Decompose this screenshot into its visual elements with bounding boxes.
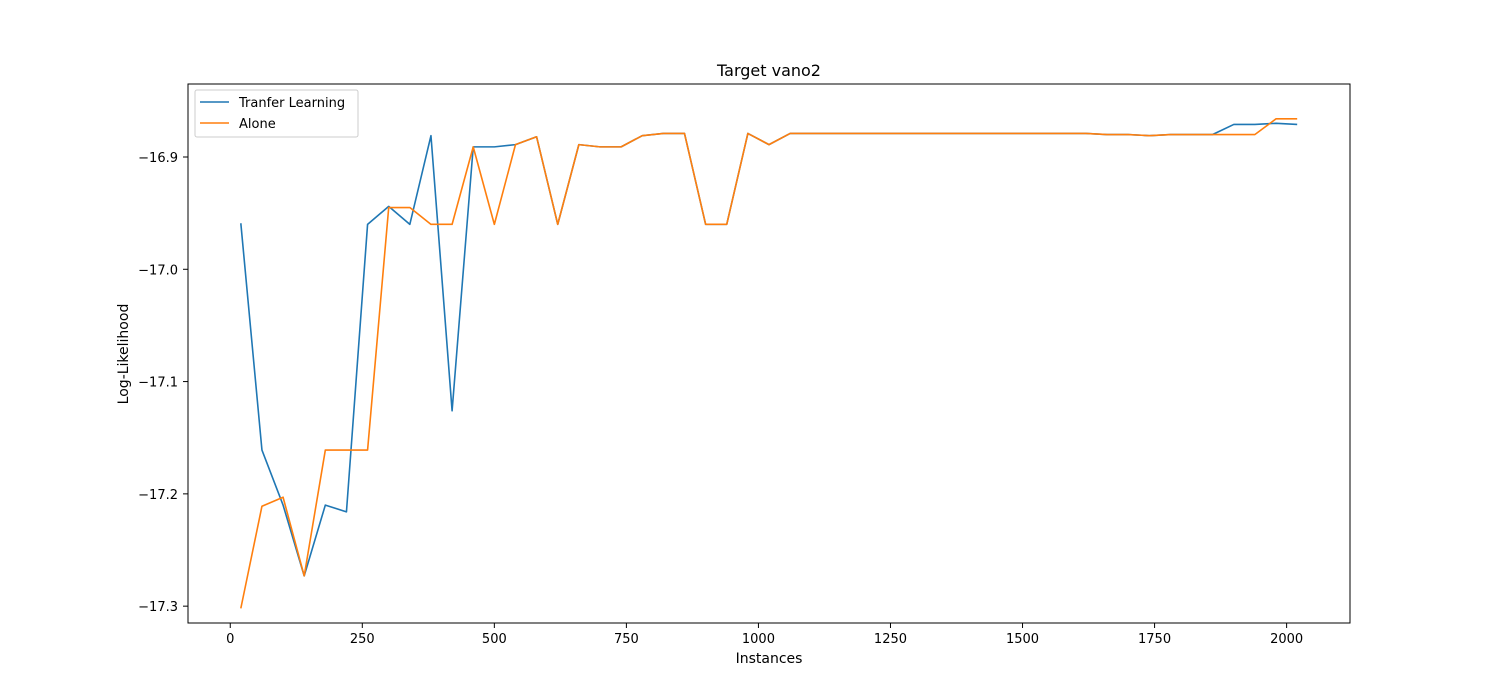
series-line-alone [240,118,1298,609]
x-axis-label: Instances [736,651,803,667]
series-layer [240,118,1298,609]
y-tick-label: −17.3 [138,600,178,615]
plot-frame [187,83,1351,624]
legend-label-alone: Alone [239,117,276,132]
y-axis-label: Log-Likelihood [116,304,132,405]
y-tick-label: −16.9 [138,151,178,166]
chart-title: Target vano2 [716,61,821,80]
x-tick-label: 2000 [1270,632,1303,647]
y-axis: −17.3 −17.2 −17.1 −17.0 −16.9 [138,151,188,615]
x-tick-label: 1000 [742,632,775,647]
y-tick-label: −17.1 [138,376,178,391]
y-tick-label: −17.2 [138,488,178,503]
x-tick-label: 0 [226,632,234,647]
x-tick-label: 1500 [1006,632,1039,647]
legend-box [194,89,359,138]
y-tick-label: −17.0 [138,263,178,278]
legend-label-tranfer-learning: Tranfer Learning [238,96,345,111]
x-tick-label: 750 [614,632,639,647]
legend: Tranfer Learning Alone [194,89,359,138]
series-line-tranfer-learning [240,122,1298,577]
x-tick-label: 500 [482,632,507,647]
x-tick-label: 250 [350,632,375,647]
x-tick-label: 1750 [1138,632,1171,647]
x-axis: 0 250 500 750 1000 1250 1500 1750 2000 [226,623,1303,647]
x-tick-label: 1250 [874,632,907,647]
